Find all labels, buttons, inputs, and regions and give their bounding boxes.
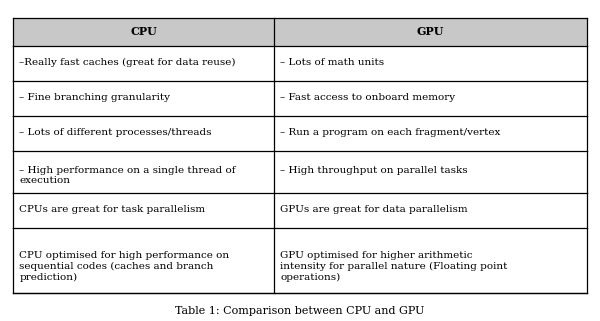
Bar bbox=[13, 46, 587, 81]
Text: – Fine branching granularity: – Fine branching granularity bbox=[19, 93, 170, 102]
Text: – High performance on a single thread of
execution: – High performance on a single thread of… bbox=[19, 166, 236, 186]
Bar bbox=[13, 18, 587, 46]
Text: –Really fast caches (great for data reuse): –Really fast caches (great for data reus… bbox=[19, 58, 236, 67]
Text: GPU: GPU bbox=[417, 26, 444, 37]
Bar bbox=[13, 193, 587, 228]
Bar bbox=[13, 151, 587, 193]
Text: – Lots of different processes/threads: – Lots of different processes/threads bbox=[19, 128, 212, 137]
Text: CPU optimised for high performance on
sequential codes (caches and branch
predic: CPU optimised for high performance on se… bbox=[19, 251, 229, 282]
Text: – Lots of math units: – Lots of math units bbox=[280, 58, 385, 67]
Text: Table 1: Comparison between CPU and GPU: Table 1: Comparison between CPU and GPU bbox=[175, 306, 425, 316]
Text: – High throughput on parallel tasks: – High throughput on parallel tasks bbox=[280, 166, 468, 175]
Bar bbox=[13, 81, 587, 116]
Text: CPUs are great for task parallelism: CPUs are great for task parallelism bbox=[19, 205, 205, 214]
Bar bbox=[13, 116, 587, 151]
Text: CPU: CPU bbox=[130, 26, 157, 37]
Bar bbox=[13, 228, 587, 293]
Text: – Run a program on each fragment/vertex: – Run a program on each fragment/vertex bbox=[280, 128, 500, 137]
Text: – Fast access to onboard memory: – Fast access to onboard memory bbox=[280, 93, 455, 102]
Text: GPU optimised for higher arithmetic
intensity for parallel nature (Floating poin: GPU optimised for higher arithmetic inte… bbox=[280, 251, 508, 282]
Text: GPUs are great for data parallelism: GPUs are great for data parallelism bbox=[280, 205, 468, 214]
